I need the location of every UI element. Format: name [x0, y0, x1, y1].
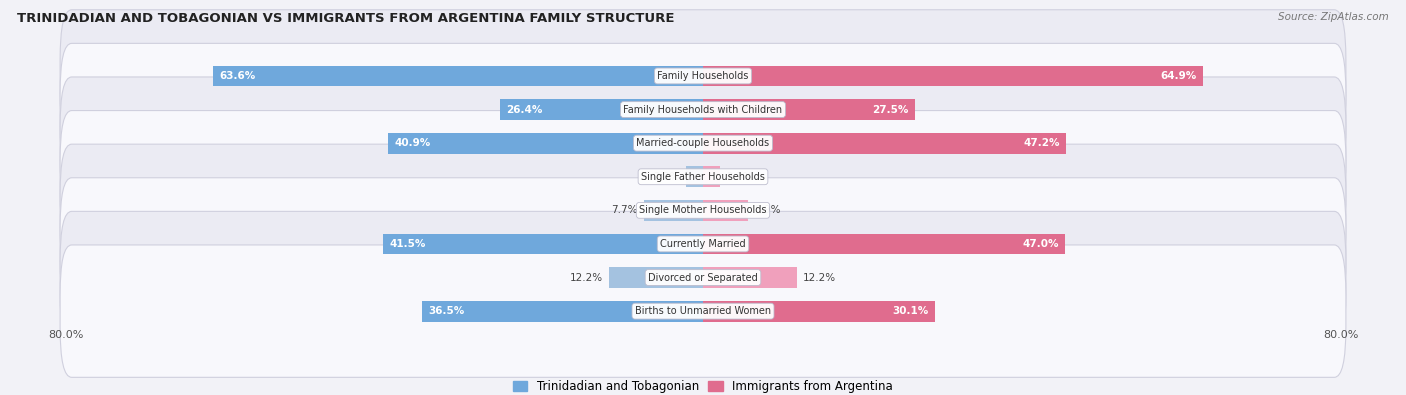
Bar: [422, 301, 703, 322]
Text: 12.2%: 12.2%: [803, 273, 837, 282]
Text: Single Mother Households: Single Mother Households: [640, 205, 766, 215]
FancyBboxPatch shape: [60, 211, 1346, 344]
Text: Source: ZipAtlas.com: Source: ZipAtlas.com: [1278, 12, 1389, 22]
Text: 2.2%: 2.2%: [725, 172, 752, 182]
Text: Currently Married: Currently Married: [661, 239, 745, 249]
Bar: [703, 66, 1202, 87]
Bar: [644, 200, 703, 221]
Text: Single Father Households: Single Father Households: [641, 172, 765, 182]
Text: 64.9%: 64.9%: [1160, 71, 1197, 81]
Bar: [703, 200, 748, 221]
Text: 26.4%: 26.4%: [506, 105, 543, 115]
Text: 7.7%: 7.7%: [612, 205, 637, 215]
Bar: [609, 267, 703, 288]
Bar: [499, 99, 703, 120]
Text: Family Households: Family Households: [658, 71, 748, 81]
FancyBboxPatch shape: [60, 111, 1346, 243]
Bar: [703, 133, 1066, 154]
Bar: [703, 166, 720, 187]
Text: 40.9%: 40.9%: [394, 138, 430, 148]
Text: 63.6%: 63.6%: [219, 71, 256, 81]
FancyBboxPatch shape: [60, 10, 1346, 142]
Text: Births to Unmarried Women: Births to Unmarried Women: [636, 306, 770, 316]
Bar: [384, 233, 703, 254]
Bar: [703, 301, 935, 322]
Text: Family Households with Children: Family Households with Children: [623, 105, 783, 115]
Text: 30.1%: 30.1%: [893, 306, 928, 316]
Text: 27.5%: 27.5%: [872, 105, 908, 115]
Text: TRINIDADIAN AND TOBAGONIAN VS IMMIGRANTS FROM ARGENTINA FAMILY STRUCTURE: TRINIDADIAN AND TOBAGONIAN VS IMMIGRANTS…: [17, 12, 675, 25]
FancyBboxPatch shape: [60, 77, 1346, 209]
FancyBboxPatch shape: [60, 43, 1346, 176]
Text: 12.2%: 12.2%: [569, 273, 603, 282]
Bar: [703, 99, 915, 120]
Text: 41.5%: 41.5%: [389, 239, 426, 249]
Text: 80.0%: 80.0%: [48, 330, 83, 340]
Bar: [214, 66, 703, 87]
Bar: [388, 133, 703, 154]
FancyBboxPatch shape: [60, 144, 1346, 276]
Bar: [703, 233, 1064, 254]
Text: 80.0%: 80.0%: [1323, 330, 1358, 340]
FancyBboxPatch shape: [60, 178, 1346, 310]
Text: 47.0%: 47.0%: [1022, 239, 1059, 249]
Text: Divorced or Separated: Divorced or Separated: [648, 273, 758, 282]
Text: 2.2%: 2.2%: [654, 172, 681, 182]
Text: Married-couple Households: Married-couple Households: [637, 138, 769, 148]
Text: 5.9%: 5.9%: [755, 205, 782, 215]
Legend: Trinidadian and Tobagonian, Immigrants from Argentina: Trinidadian and Tobagonian, Immigrants f…: [509, 376, 897, 395]
FancyBboxPatch shape: [60, 245, 1346, 377]
Bar: [686, 166, 703, 187]
Text: 36.5%: 36.5%: [429, 306, 464, 316]
Bar: [703, 267, 797, 288]
Text: 47.2%: 47.2%: [1024, 138, 1060, 148]
